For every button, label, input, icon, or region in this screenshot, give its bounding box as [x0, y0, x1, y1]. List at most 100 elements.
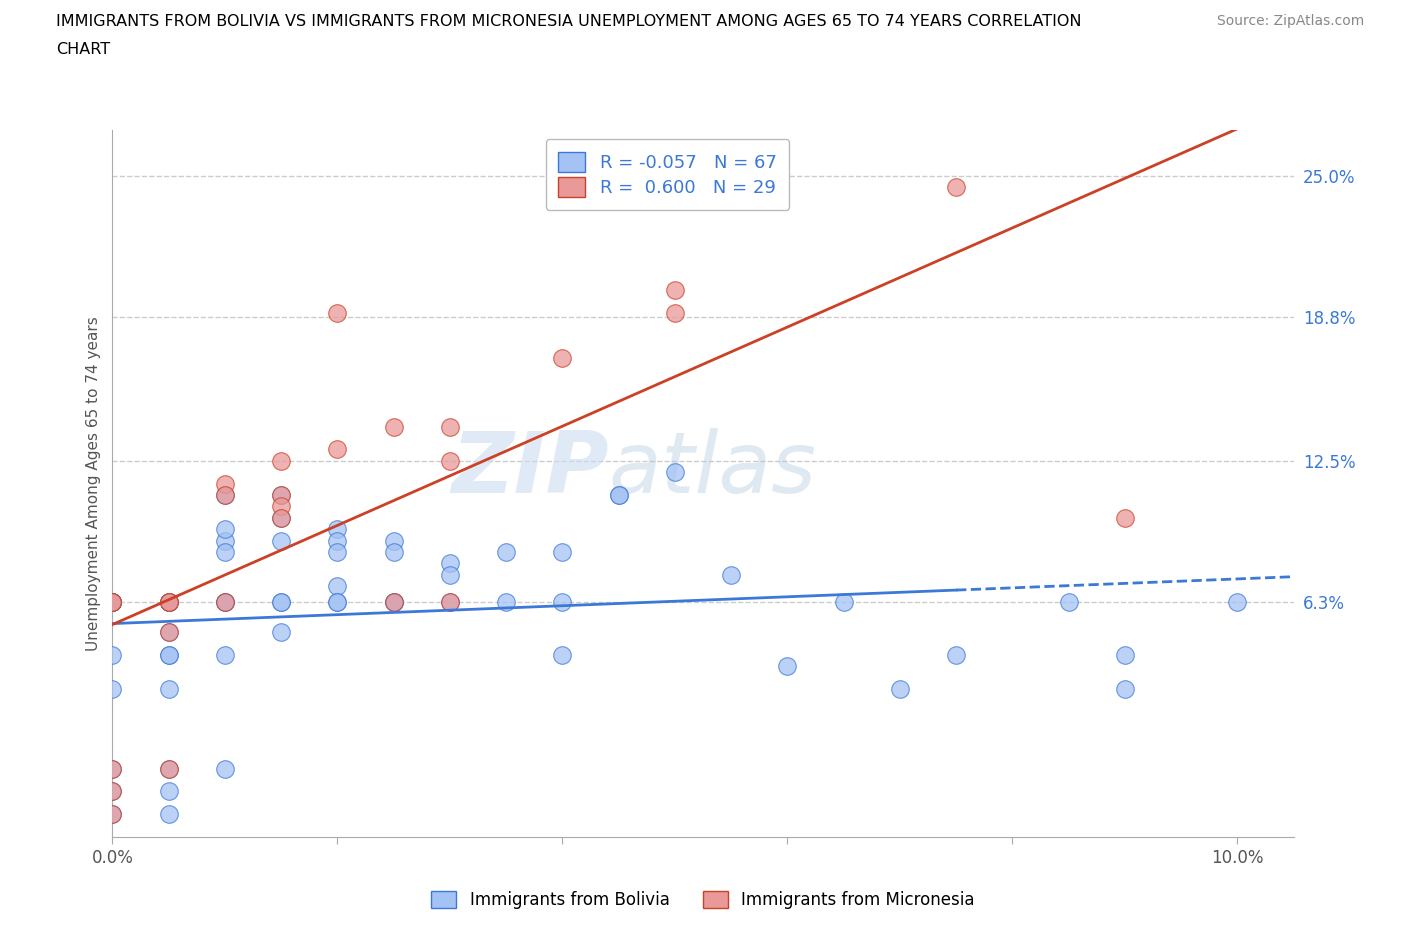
Point [157, 594, 180, 609]
Point [101, 594, 124, 609]
Point [101, 594, 124, 609]
Point [157, 647, 180, 662]
Point [101, 784, 124, 799]
Point [832, 594, 855, 609]
Point [889, 682, 911, 697]
Point [101, 806, 124, 821]
Point [607, 487, 630, 502]
Point [157, 647, 180, 662]
Point [214, 533, 236, 548]
Point [382, 533, 405, 548]
Legend: R = -0.057   N = 67, R =  0.600   N = 29: R = -0.057 N = 67, R = 0.600 N = 29 [546, 140, 789, 209]
Point [326, 545, 349, 560]
Point [157, 624, 180, 639]
Text: CHART: CHART [56, 42, 110, 57]
Point [607, 487, 630, 502]
Point [1226, 594, 1249, 609]
Point [270, 511, 292, 525]
Legend: Immigrants from Bolivia, Immigrants from Micronesia: Immigrants from Bolivia, Immigrants from… [423, 883, 983, 917]
Point [101, 594, 124, 609]
Point [1057, 594, 1080, 609]
Point [270, 499, 292, 514]
Point [495, 545, 517, 560]
Point [101, 594, 124, 609]
Point [1114, 682, 1136, 697]
Point [945, 179, 967, 194]
Point [157, 624, 180, 639]
Point [382, 594, 405, 609]
Point [270, 594, 292, 609]
Text: atlas: atlas [609, 428, 817, 511]
Point [439, 419, 461, 434]
Point [214, 545, 236, 560]
Point [214, 594, 236, 609]
Text: Source: ZipAtlas.com: Source: ZipAtlas.com [1216, 14, 1364, 28]
Point [664, 283, 686, 298]
Point [551, 594, 574, 609]
Point [326, 578, 349, 593]
Point [270, 487, 292, 502]
Point [270, 453, 292, 468]
Point [157, 594, 180, 609]
Point [101, 647, 124, 662]
Point [270, 624, 292, 639]
Point [326, 594, 349, 609]
Point [157, 594, 180, 609]
Point [664, 305, 686, 320]
Point [326, 522, 349, 537]
Point [382, 594, 405, 609]
Point [157, 761, 180, 776]
Point [382, 419, 405, 434]
Point [945, 647, 967, 662]
Point [214, 476, 236, 491]
Point [495, 594, 517, 609]
Point [270, 487, 292, 502]
Point [214, 487, 236, 502]
Point [439, 453, 461, 468]
Point [551, 351, 574, 365]
Y-axis label: Unemployment Among Ages 65 to 74 years: Unemployment Among Ages 65 to 74 years [86, 316, 101, 651]
Point [214, 487, 236, 502]
Text: IMMIGRANTS FROM BOLIVIA VS IMMIGRANTS FROM MICRONESIA UNEMPLOYMENT AMONG AGES 65: IMMIGRANTS FROM BOLIVIA VS IMMIGRANTS FR… [56, 14, 1081, 29]
Point [157, 594, 180, 609]
Point [101, 594, 124, 609]
Point [776, 658, 799, 673]
Point [157, 806, 180, 821]
Point [101, 594, 124, 609]
Point [101, 594, 124, 609]
Text: ZIP: ZIP [451, 428, 609, 511]
Point [439, 594, 461, 609]
Point [326, 305, 349, 320]
Point [101, 761, 124, 776]
Point [214, 761, 236, 776]
Point [382, 594, 405, 609]
Point [214, 594, 236, 609]
Point [214, 594, 236, 609]
Point [1114, 511, 1136, 525]
Point [551, 545, 574, 560]
Point [101, 682, 124, 697]
Point [101, 806, 124, 821]
Point [101, 761, 124, 776]
Point [551, 647, 574, 662]
Point [720, 567, 742, 582]
Point [270, 533, 292, 548]
Point [101, 594, 124, 609]
Point [157, 594, 180, 609]
Point [439, 567, 461, 582]
Point [214, 522, 236, 537]
Point [270, 511, 292, 525]
Point [439, 594, 461, 609]
Point [101, 784, 124, 799]
Point [439, 556, 461, 571]
Point [382, 545, 405, 560]
Point [326, 533, 349, 548]
Point [270, 594, 292, 609]
Point [157, 761, 180, 776]
Point [664, 465, 686, 480]
Point [101, 594, 124, 609]
Point [157, 682, 180, 697]
Point [157, 784, 180, 799]
Point [326, 594, 349, 609]
Point [720, 192, 742, 206]
